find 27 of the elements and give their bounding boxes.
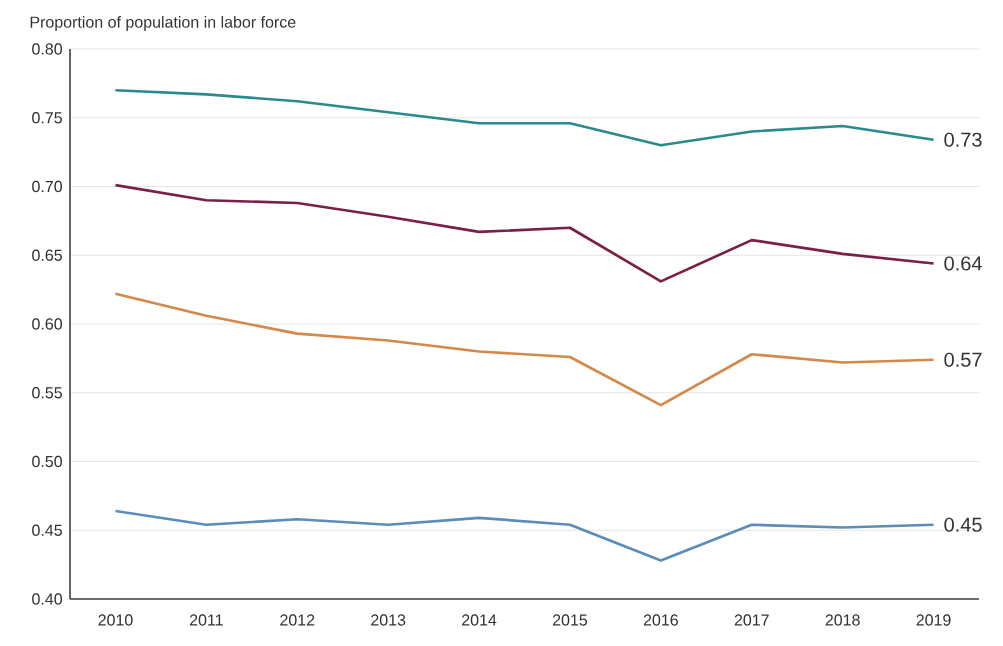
x-tick-label: 2012 (280, 614, 315, 626)
y-tick-label: 0.50 (32, 455, 63, 468)
x-tick-label: 2014 (462, 614, 497, 626)
y-tick-label: 0.65 (32, 249, 62, 261)
data-label: 0.57 (944, 352, 982, 367)
x-tick-label: 2019 (916, 614, 951, 626)
y-tick-label: 0.75 (32, 112, 62, 124)
x-tick-label: 2015 (552, 614, 588, 626)
y-tick-label: 0.45 (32, 524, 62, 536)
data-label: 0.64 (944, 256, 982, 271)
y-axis-title: Proportion of population in labor force (30, 16, 296, 31)
line-series (114, 292, 935, 407)
data-label: 0.45 (944, 517, 982, 532)
x-tick-label: 2017 (734, 614, 769, 626)
y-tick-label: 0.40 (32, 593, 63, 605)
y-tick-label: 0.80 (32, 43, 63, 55)
line-series (114, 509, 935, 562)
x-tick-label: 2010 (98, 614, 133, 626)
y-tick-label: 0.55 (32, 387, 62, 399)
line-series (114, 183, 935, 283)
y-tick-label: 0.60 (32, 318, 63, 330)
x-tick-label: 2016 (643, 614, 678, 626)
data-label: 0.73 (944, 132, 982, 147)
x-tick-label: 2011 (189, 614, 223, 626)
y-tick-label: 0.70 (32, 180, 63, 193)
x-tick-label: 2018 (825, 614, 860, 626)
x-tick-label: 2013 (371, 614, 406, 626)
